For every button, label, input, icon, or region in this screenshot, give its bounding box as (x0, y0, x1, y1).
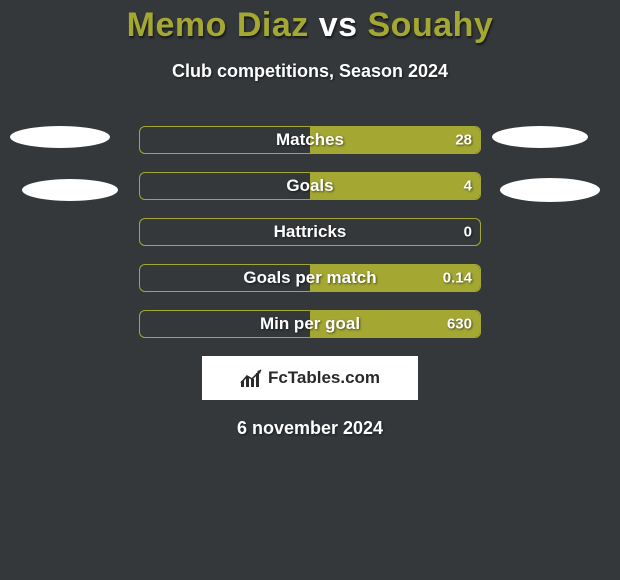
player1-name: Memo Diaz (127, 6, 309, 44)
footer-logo: FcTables.com (202, 356, 418, 400)
stat-value-right: 630 (447, 316, 472, 333)
page-title: Memo Diaz vs Souahy (0, 0, 620, 45)
decorative-ellipse-right-2 (500, 178, 600, 202)
stat-fill-right (310, 173, 480, 199)
stat-row: Goals per match 0.14 (139, 264, 481, 292)
stat-value-right: 0 (464, 224, 472, 241)
chart-icon (240, 369, 262, 387)
stat-row: Goals 4 (139, 172, 481, 200)
stat-value-right: 0.14 (443, 270, 472, 287)
stat-row: Min per goal 630 (139, 310, 481, 338)
stat-label: Matches (276, 130, 344, 150)
decorative-ellipse-right-1 (492, 126, 588, 148)
player2-name: Souahy (368, 6, 494, 44)
stat-row: Hattricks 0 (139, 218, 481, 246)
stat-label: Goals per match (243, 268, 376, 288)
decorative-ellipse-left-2 (22, 179, 118, 201)
stat-value-right: 28 (455, 132, 472, 149)
stat-value-right: 4 (464, 178, 472, 195)
stats-bars: Matches 28 Goals 4 Hattricks 0 Goals per match… (139, 126, 481, 338)
stat-label: Hattricks (274, 222, 347, 242)
stat-label: Min per goal (260, 314, 360, 334)
stat-label: Goals (286, 176, 333, 196)
decorative-ellipse-left-1 (10, 126, 110, 148)
footer-logo-text: FcTables.com (268, 368, 380, 388)
vs-text: vs (319, 6, 358, 44)
subtitle: Club competitions, Season 2024 (0, 61, 620, 82)
stat-row: Matches 28 (139, 126, 481, 154)
footer-date: 6 november 2024 (0, 418, 620, 439)
